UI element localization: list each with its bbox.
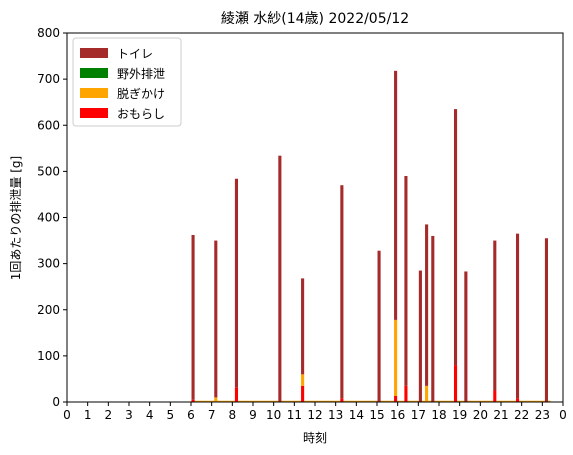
x-tick-label: 1 [84, 408, 92, 422]
legend-swatch [80, 68, 108, 78]
x-tick-label: 0 [559, 408, 567, 422]
bar-toilet [453, 109, 458, 366]
chart-title: 綾瀬 水紗(14歳) 2022/05/12 [221, 11, 409, 27]
bar-accident [394, 396, 398, 402]
legend-swatch [80, 48, 108, 58]
legend-label: 脱ぎかけ [117, 86, 165, 101]
x-tick-label: 14 [349, 408, 364, 422]
x-tick-label: 15 [369, 408, 384, 422]
y-tick-label: 400 [37, 211, 60, 225]
bar-accident [340, 398, 344, 402]
y-tick-label: 700 [37, 72, 60, 86]
x-tick-label: 19 [452, 408, 467, 422]
bar-accident [453, 365, 458, 402]
bar-accident [301, 385, 305, 402]
x-tick-label: 2 [105, 408, 113, 422]
bar-accident [515, 398, 520, 402]
x-tick-label: 21 [493, 408, 508, 422]
bar-accident [234, 387, 239, 402]
legend-label: おもらし [117, 107, 165, 121]
legend-box [72, 37, 182, 127]
x-tick-label: 20 [473, 408, 488, 422]
bar-halfway [425, 385, 429, 402]
x-tick-label: 13 [328, 408, 343, 422]
bar-toilet [191, 235, 195, 400]
bar-toilet [234, 178, 239, 388]
x-axis-label: 時刻 [303, 431, 327, 445]
bar-toilet [340, 185, 344, 399]
bar-toilet [493, 240, 497, 391]
x-tick-label: 10 [266, 408, 281, 422]
x-tick-label: 23 [535, 408, 550, 422]
x-tick-label: 22 [514, 408, 529, 422]
bar-toilet [515, 233, 520, 399]
x-tick-label: 3 [125, 408, 133, 422]
x-tick-label: 7 [208, 408, 216, 422]
y-tick-label: 800 [37, 26, 60, 40]
bar-halfway [214, 397, 218, 402]
x-tick-label: 16 [390, 408, 405, 422]
bar-toilet [301, 278, 305, 375]
bar-toilet [214, 240, 218, 398]
legend-label: トイレ [117, 47, 153, 61]
bar-halfway [301, 374, 305, 386]
bar-toilet [394, 70, 398, 320]
x-tick-label: 8 [229, 408, 237, 422]
x-tick-label: 9 [249, 408, 257, 422]
legend-label: 野外排泄 [117, 67, 165, 81]
y-tick-label: 0 [52, 395, 60, 409]
y-tick-label: 500 [37, 164, 60, 178]
y-tick-label: 100 [37, 349, 60, 363]
bar-accident [493, 390, 497, 402]
y-tick-label: 300 [37, 257, 60, 271]
bar-toilet [464, 271, 468, 402]
bar-toilet [418, 270, 422, 402]
legend-swatch [80, 88, 108, 98]
x-tick-label: 12 [307, 408, 322, 422]
x-tick-label: 6 [187, 408, 195, 422]
x-tick-label: 4 [146, 408, 154, 422]
x-tick-label: 17 [411, 408, 426, 422]
bar-toilet [431, 235, 435, 402]
bar-toilet [544, 238, 549, 402]
y-tick-label: 200 [37, 303, 60, 317]
x-tick-label: 5 [167, 408, 175, 422]
bar-accident [404, 385, 408, 402]
bar-toilet [278, 155, 282, 402]
bar-toilet [425, 224, 429, 386]
x-tick-label: 0 [63, 408, 71, 422]
x-tick-label: 11 [287, 408, 302, 422]
bar-halfway [394, 319, 398, 397]
bar-toilet [377, 250, 381, 402]
bar-accident [191, 399, 195, 402]
y-axis-label: 1回あたりの排泄量 [g] [9, 156, 23, 280]
y-tick-label: 600 [37, 118, 60, 132]
legend-swatch [80, 108, 108, 118]
x-tick-label: 18 [431, 408, 446, 422]
bar-toilet [404, 175, 408, 386]
